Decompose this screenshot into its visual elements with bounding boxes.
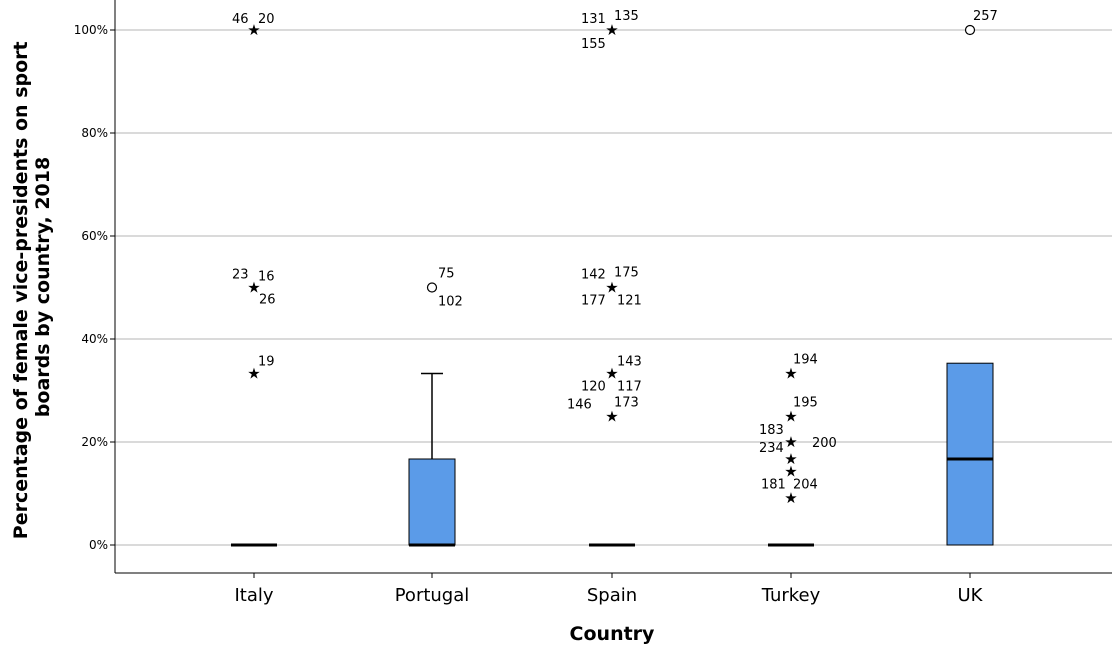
outlier-star: ★ [784, 462, 797, 480]
y-tick-label: 40% [81, 332, 108, 346]
x-axis-categories: Italy Portugal Spain Turkey UK [234, 573, 984, 606]
outlier-label: 120 [581, 380, 606, 395]
y-tick-label: 100% [74, 23, 108, 37]
outlier-label: 175 [614, 266, 639, 281]
outlier-label: 102 [438, 295, 463, 310]
outlier: ★183 234 200 [759, 423, 837, 456]
outlier-label: 20 [258, 12, 275, 27]
outlier-star: ★ [605, 279, 618, 297]
outlier-label: 200 [812, 436, 837, 451]
outlier-star: ★ [784, 489, 797, 507]
x-category-label: Turkey [761, 585, 821, 606]
outlier: ★195 [784, 395, 818, 425]
outlier-label: 23 [232, 268, 249, 283]
x-axis-title: Country [570, 623, 656, 645]
outlier-label: 194 [793, 353, 818, 368]
boxes [231, 362, 994, 547]
y-tick-label: 0% [89, 538, 108, 552]
x-category-label: Portugal [395, 585, 470, 606]
outlier-star: ★ [605, 407, 618, 425]
outlier: ★131 135 155 [581, 9, 639, 52]
outlier-star: ★ [784, 407, 797, 425]
x-category-label: UK [958, 585, 984, 606]
outlier: ★ [784, 489, 797, 507]
outlier-star: ★ [784, 450, 797, 468]
outlier-label: 181 [761, 477, 786, 492]
outlier-star: ★ [605, 21, 618, 39]
outlier-label: 131 [581, 12, 606, 27]
outlier: 75 102 [426, 267, 463, 310]
outlier-star: ★ [605, 365, 618, 383]
outlier-label: 177 [581, 294, 606, 309]
outlier-label: 19 [258, 355, 275, 370]
y-tick-label: 20% [81, 435, 108, 449]
box-uk [946, 362, 994, 546]
outlier-label: 183 [759, 423, 784, 438]
outlier-label: 117 [617, 380, 642, 395]
outlier: ★194 [784, 353, 818, 383]
grid-lines [115, 29, 1112, 546]
outlier-star: ★ [247, 21, 260, 39]
outlier-label: 46 [232, 12, 249, 27]
x-category-label: Spain [587, 585, 637, 606]
outlier: ★19 [247, 355, 274, 383]
outlier: ★ [784, 450, 797, 468]
outlier-label: 195 [793, 395, 818, 410]
outlier-label: 234 [759, 441, 784, 456]
outlier-label: 142 [581, 268, 606, 283]
outlier: ★23 16 26 [232, 268, 276, 308]
outlier-star: ★ [247, 279, 260, 297]
y-tick-label: 60% [81, 229, 108, 243]
outlier: ★181 204 [761, 462, 818, 492]
outlier-label: 26 [259, 293, 276, 308]
outlier-circle [964, 24, 976, 36]
y-axis-title: Percentage of female vice-presidents on … [10, 35, 54, 539]
outlier: ★46 20 [232, 12, 275, 39]
outlier-label: 75 [438, 267, 455, 282]
y-axis-title-line-2: boards by country, 2018 [32, 157, 54, 417]
box-iqr [946, 362, 994, 546]
outlier-label: 135 [614, 9, 639, 24]
y-axis-title-line-1: Percentage of female vice-presidents on … [10, 41, 32, 539]
outlier-label: 257 [973, 9, 998, 24]
outlier-label: 173 [614, 395, 639, 410]
outlier-star: ★ [784, 365, 797, 383]
box-portugal [408, 372, 456, 547]
outlier: ★143 120 117 [581, 355, 642, 395]
x-category-label: Italy [234, 585, 273, 606]
outlier-label: 16 [258, 270, 275, 285]
y-tick-label: 80% [81, 126, 108, 140]
outlier-label: 204 [793, 477, 818, 492]
outlier-label: 146 [567, 397, 592, 412]
y-axis-ticks: 0% 20% 40% 60% 80% 100% [74, 23, 115, 552]
outlier-label: 121 [617, 294, 642, 309]
outlier-label: 143 [617, 355, 642, 370]
outlier: ★ 146 173 [567, 395, 639, 425]
outlier-label: 155 [581, 37, 606, 52]
outlier: 257 [964, 9, 998, 36]
outlier-star: ★ [784, 433, 797, 451]
outlier-circle [426, 282, 438, 293]
outlier-star: ★ [247, 365, 260, 383]
outlier: ★142 175 177 121 [581, 266, 642, 309]
box-iqr [408, 458, 456, 546]
